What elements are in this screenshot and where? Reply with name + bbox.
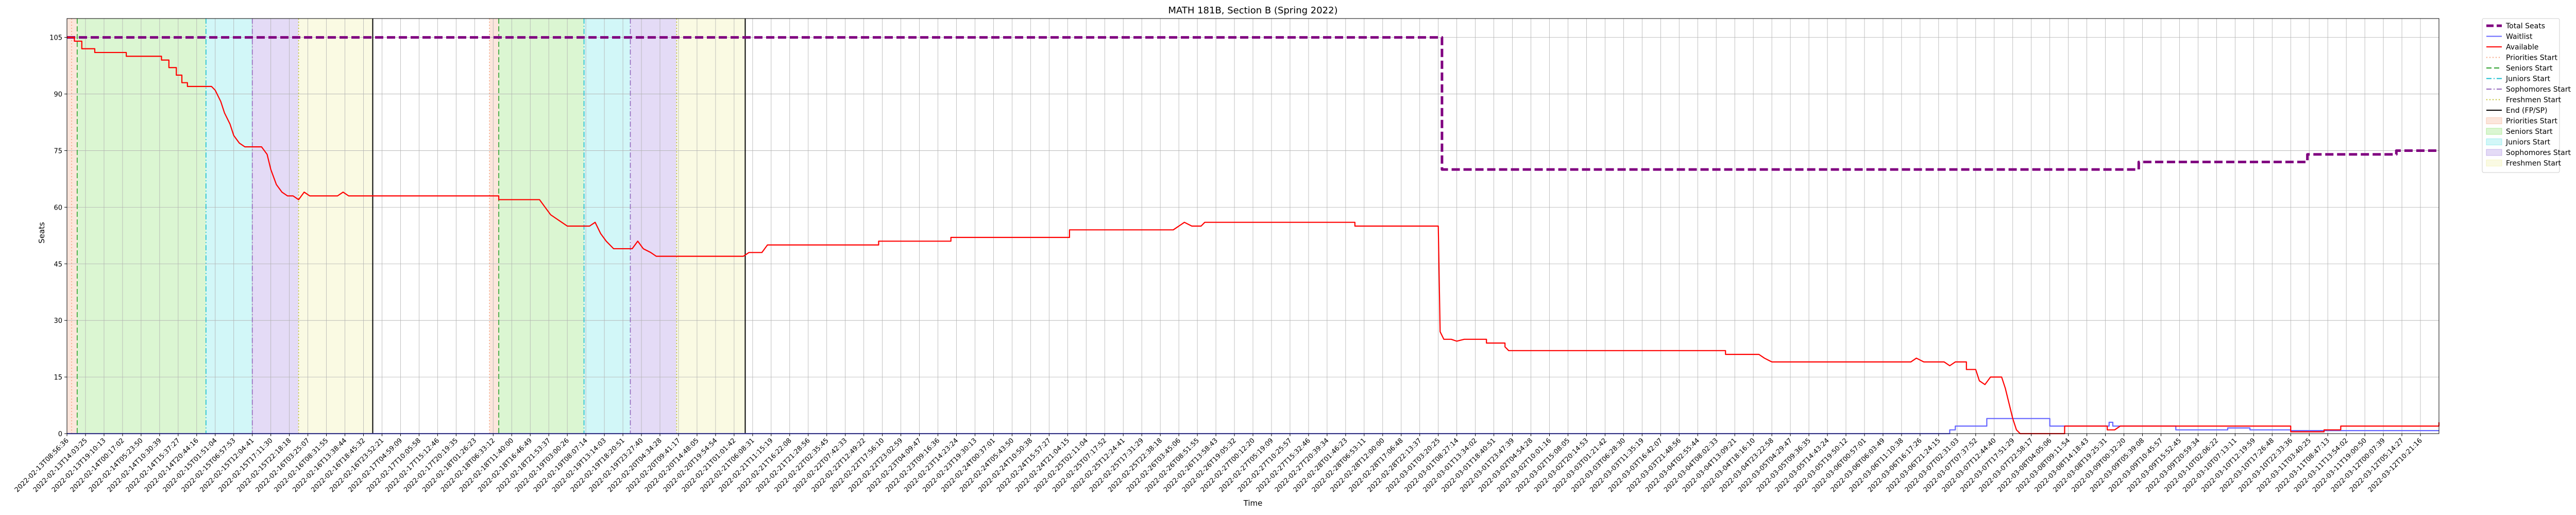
series-line-available (67, 37, 2440, 435)
legend-label-freshmen-start: Freshmen Start (2506, 96, 2562, 105)
legend-label-juniors-start: Juniors Start (2505, 139, 2551, 147)
y-tick-label: 30 (54, 317, 62, 325)
y-tick-label: 0 (58, 431, 62, 438)
legend-swatch-freshmen-start-region (2486, 160, 2502, 166)
region-seniors-start (77, 19, 206, 434)
legend-label-seniors-start: Seniors Start (2506, 128, 2553, 136)
legend-label-sophomores-start: Sophomores Start (2506, 85, 2571, 94)
region-sophomores-start (630, 19, 677, 434)
region-juniors-start (206, 19, 252, 434)
legend-label-available: Available (2506, 43, 2538, 52)
y-axis-ticks: 0 15 30 45 60 75 90 105 (49, 35, 67, 438)
region-freshmen-start (298, 19, 373, 434)
region-juniors-start (584, 19, 631, 434)
legend-label-seniors-start: Seniors Start (2506, 64, 2553, 73)
legend-label-juniors-start: Juniors Start (2505, 75, 2551, 83)
y-tick-label: 90 (54, 91, 62, 99)
legend-label-waitlist: Waitlist (2506, 33, 2533, 41)
region-priorities-start (489, 19, 499, 434)
legend-swatch-priorities-start-region (2486, 117, 2502, 124)
series-line-total-seats (67, 36, 2439, 171)
y-tick-label: 15 (54, 374, 62, 382)
data-series (67, 36, 2440, 435)
enrollment-event-lines (71, 19, 746, 434)
x-axis-label: Time (1243, 499, 1263, 508)
y-tick-label: 75 (54, 147, 62, 155)
chart-legend: Total Seats Waitlist Available Priorities S… (2482, 18, 2571, 173)
legend-swatch-seniors-start-region (2486, 128, 2502, 135)
region-sophomores-start (252, 19, 299, 434)
y-tick-label: 45 (54, 261, 62, 268)
y-axis-label: Seats (37, 222, 46, 244)
legend-label-end-fp-sp: End (FP/SP) (2506, 107, 2548, 115)
legend-swatch-sophomores-start-region (2486, 149, 2502, 156)
enrollment-period-regions (67, 19, 745, 434)
region-freshmen-start (676, 19, 745, 434)
series-line-waitlist (67, 418, 2439, 435)
legend-label-total-seats: Total Seats (2505, 22, 2545, 30)
region-priorities-start (67, 19, 77, 434)
y-tick-label: 105 (49, 35, 62, 42)
y-tick-label: 60 (54, 204, 62, 212)
legend-label-sophomores-start: Sophomores Start (2506, 149, 2571, 157)
grid-lines (66, 19, 2439, 434)
legend-label-freshmen-start: Freshmen Start (2506, 160, 2562, 168)
x-axis-ticks: 2022-02-13T08:56:362022-02-13T14:03:2520… (13, 434, 2424, 494)
legend-label-priorities-start: Priorities Start (2506, 117, 2558, 126)
legend-swatch-juniors-start-region (2486, 139, 2502, 145)
legend-label-priorities-start: Priorities Start (2506, 54, 2558, 62)
chart-title: MATH 181B, Section B (Spring 2022) (1168, 5, 1337, 16)
